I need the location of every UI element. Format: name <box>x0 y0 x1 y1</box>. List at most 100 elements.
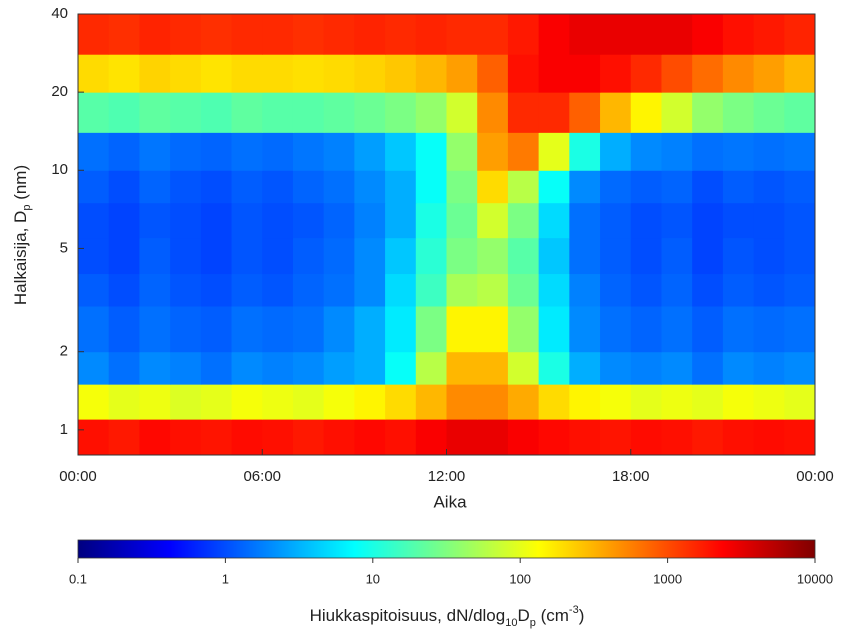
heatmap-cell <box>600 384 632 420</box>
heatmap-cell <box>722 170 755 204</box>
heatmap-cell <box>415 132 447 171</box>
heatmap-cell <box>661 384 693 420</box>
heatmap-cell <box>600 170 632 204</box>
heatmap-cell <box>477 237 509 275</box>
heatmap-cell <box>354 14 386 55</box>
heatmap-cell <box>262 419 294 456</box>
y-label-part: Halkaisija, D <box>11 211 30 305</box>
heatmap-cell <box>385 419 417 456</box>
heatmap-cell <box>600 237 632 275</box>
heatmap-cell <box>231 305 263 353</box>
heatmap-cell <box>661 54 693 93</box>
heatmap-cell <box>784 237 816 275</box>
heatmap-cell <box>200 237 233 275</box>
heatmap-cell <box>354 273 386 307</box>
heatmap-cell <box>415 273 447 307</box>
y-tick-label: 1 <box>60 421 68 438</box>
heatmap-cell <box>600 305 632 353</box>
heatmap-cell <box>692 305 724 353</box>
heatmap-cell <box>538 273 570 307</box>
heatmap-cell <box>538 92 570 133</box>
heatmap-cell <box>170 351 202 385</box>
y-tick-label: 2 <box>60 343 68 360</box>
heatmap-cell <box>630 92 662 133</box>
heatmap-cell <box>292 132 325 171</box>
heatmap-cell <box>139 351 171 385</box>
heatmap-cell <box>262 170 294 204</box>
heatmap-cell <box>477 170 509 204</box>
heatmap-cell <box>661 351 693 385</box>
heatmap-cell <box>139 305 171 353</box>
heatmap-cell <box>292 170 325 204</box>
heatmap-cell <box>108 170 140 204</box>
heatmap-cell <box>170 170 202 204</box>
heatmap-cell <box>200 92 233 133</box>
heatmap-cell <box>139 273 171 307</box>
heatmap-cell <box>600 351 632 385</box>
heatmap-cell <box>200 202 233 239</box>
heatmap-cell <box>569 132 601 171</box>
heatmap-cell <box>170 384 202 420</box>
heatmap-cell <box>569 202 601 239</box>
heatmap-cell <box>600 132 632 171</box>
heatmap-cell <box>292 14 325 55</box>
heatmap-cell <box>569 351 601 385</box>
heatmap-cell <box>108 384 140 420</box>
heatmap-cell <box>692 419 724 456</box>
heatmap-cell <box>446 92 478 133</box>
heatmap-cell <box>78 202 110 239</box>
heatmap-cell <box>600 14 632 55</box>
heatmap-cell <box>323 170 355 204</box>
heatmap-cell <box>108 132 140 171</box>
heatmap-cell <box>231 54 263 93</box>
heatmap-cell <box>139 54 171 93</box>
heatmap-cell <box>323 237 355 275</box>
heatmap-cell <box>231 202 263 239</box>
colorbar-tick-label: 10000 <box>797 571 833 586</box>
colorbar-label: Hiukkaspitoisuus, dN/dlog10Dp (cm-3) <box>310 604 585 629</box>
heatmap-cell <box>354 237 386 275</box>
heatmap-cell <box>385 351 417 385</box>
heatmap-cell <box>108 92 140 133</box>
heatmap-cell <box>753 237 785 275</box>
heatmap-cell <box>354 92 386 133</box>
heatmap-cell <box>784 202 816 239</box>
heatmap-cell <box>722 419 755 456</box>
heatmap-cell <box>262 132 294 171</box>
heatmap-cell <box>753 384 785 420</box>
heatmap-cell <box>630 305 662 353</box>
heatmap-cell <box>415 351 447 385</box>
heatmap-cell <box>507 273 540 307</box>
x-tick-label: 12:00 <box>428 468 466 485</box>
heatmap-cell <box>78 384 110 420</box>
heatmap-cell <box>569 14 601 55</box>
heatmap-cell <box>78 419 110 456</box>
heatmap-cell <box>139 132 171 171</box>
heatmap-cell <box>784 14 816 55</box>
heatmap-cell <box>415 202 447 239</box>
heatmap-cell <box>661 132 693 171</box>
heatmap-cell <box>292 202 325 239</box>
heatmap-cell <box>600 202 632 239</box>
heatmap-cell <box>722 351 755 385</box>
heatmap-cell <box>661 419 693 456</box>
heatmap-cell <box>108 202 140 239</box>
heatmap-cell <box>692 170 724 204</box>
y-tick-label: 5 <box>60 239 68 256</box>
heatmap-cell <box>477 305 509 353</box>
heatmap-cell <box>569 237 601 275</box>
colorbar-tick-label: 1 <box>222 571 229 586</box>
x-tick-label: 00:00 <box>59 468 97 485</box>
heatmap-cell <box>753 132 785 171</box>
heatmap-cell <box>722 273 755 307</box>
c-label-part: D <box>517 606 529 625</box>
heatmap-cell <box>692 351 724 385</box>
heatmap-cell <box>323 273 355 307</box>
heatmap-cell <box>78 14 110 55</box>
heatmap-cell <box>661 170 693 204</box>
heatmap-cell <box>170 132 202 171</box>
heatmap-cell <box>108 419 140 456</box>
heatmap-cell <box>630 419 662 456</box>
c-label-part: (cm <box>536 606 569 625</box>
